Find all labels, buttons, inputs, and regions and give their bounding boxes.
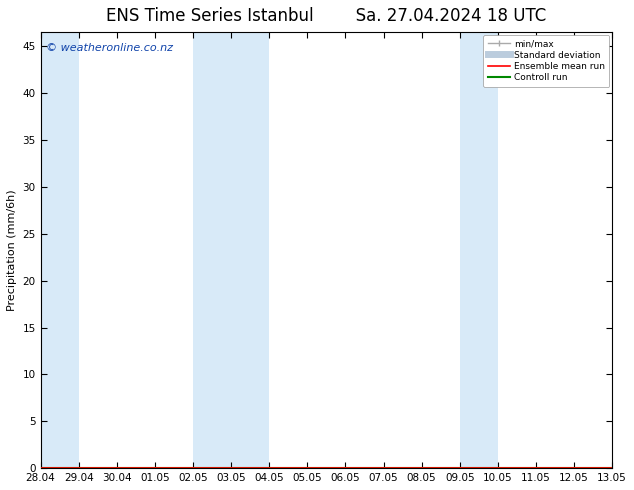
Bar	[41, 32, 79, 468]
Y-axis label: Precipitation (mm/6h): Precipitation (mm/6h)	[7, 189, 17, 311]
Bar	[460, 32, 498, 468]
Bar	[193, 32, 269, 468]
Legend: min/max, Standard deviation, Ensemble mean run, Controll run: min/max, Standard deviation, Ensemble me…	[483, 35, 609, 87]
Text: © weatheronline.co.nz: © weatheronline.co.nz	[46, 43, 173, 53]
Title: ENS Time Series Istanbul        Sa. 27.04.2024 18 UTC: ENS Time Series Istanbul Sa. 27.04.2024 …	[107, 7, 547, 25]
